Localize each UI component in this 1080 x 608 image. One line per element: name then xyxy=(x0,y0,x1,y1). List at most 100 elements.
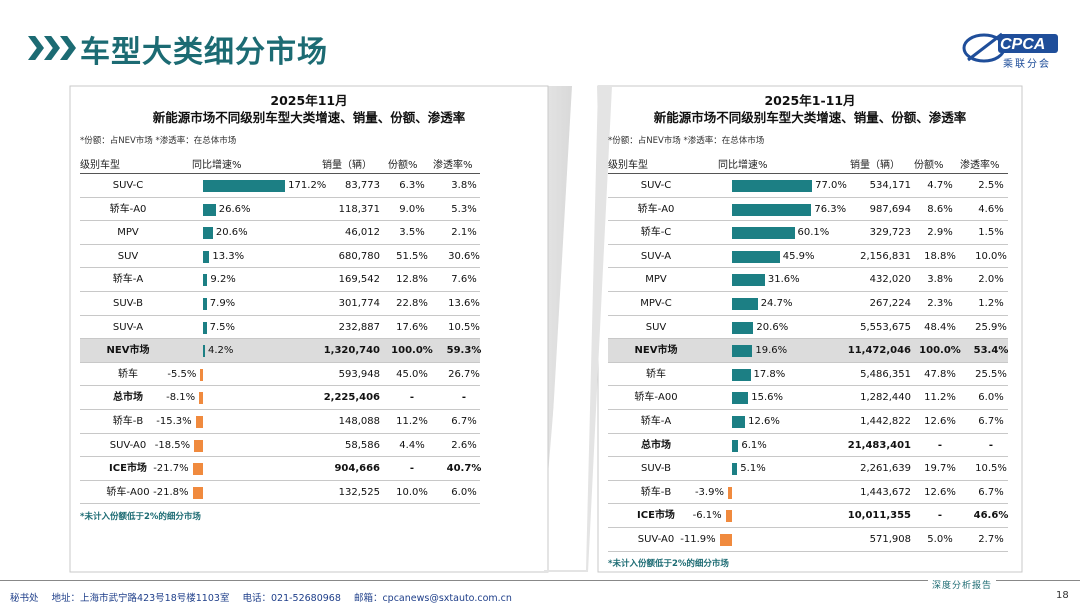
row-divider xyxy=(608,432,1008,434)
cell-model: 轿车-A00 xyxy=(634,392,678,404)
cell-share: 3.8% xyxy=(927,274,953,286)
table-row: SUV-A0 -18.5% 58,586 4.4% 2.6% xyxy=(80,434,480,458)
col-header-sales: 销量（辆） xyxy=(850,160,900,171)
table-row: ICE市场 -6.1% 10,011,355 - 46.6% xyxy=(608,504,1008,528)
cell-sales: 1,442,822 xyxy=(860,416,911,427)
footer-report-tag: 深度分析报告 xyxy=(928,578,997,591)
growth-label: -6.1% xyxy=(692,510,722,522)
cell-model: NEV市场 xyxy=(634,345,678,357)
cell-sales: 5,486,351 xyxy=(860,368,911,380)
growth-label: 17.8% xyxy=(753,368,786,380)
cell-penetration: 5.3% xyxy=(451,203,477,215)
left-panel-frame xyxy=(69,85,549,573)
table-row: 轿车-C 60.1% 329,723 2.9% 1.5% xyxy=(608,221,1008,245)
cell-sales: 21,483,401 xyxy=(847,439,911,451)
table-row: 轿车-A 12.6% 1,442,822 12.6% 6.7% xyxy=(608,410,1008,434)
growth-bar xyxy=(732,416,746,428)
cell-model: 总市场 xyxy=(641,439,671,451)
growth-label: 15.6% xyxy=(751,392,783,404)
cell-model: 轿车-B xyxy=(112,416,144,427)
growth-bar xyxy=(732,203,812,216)
footer-address: 地址：上海市武宁路423号18号楼1103室 xyxy=(51,593,230,604)
cell-share: 51.5% xyxy=(396,250,428,262)
row-divider xyxy=(608,290,1008,292)
cell-sales: 329,723 xyxy=(869,227,911,239)
row-divider xyxy=(608,456,1008,458)
cell-penetration: - xyxy=(461,392,467,404)
cell-penetration: 26.7% xyxy=(448,368,480,380)
cell-sales: 593,948 xyxy=(338,368,380,380)
table-row: 轿车-A00 15.6% 1,282,440 11.2% 6.0% xyxy=(608,386,1008,410)
growth-label: -15.3% xyxy=(156,416,192,427)
cell-penetration: 6.0% xyxy=(451,486,477,498)
table-row: SUV-A 45.9% 2,156,831 18.8% 10.0% xyxy=(608,245,1008,269)
cell-model: SUV-A0 xyxy=(637,534,675,545)
footer-email[interactable]: 邮箱：cpcanews@sxtauto.com.cn xyxy=(353,593,512,604)
cell-penetration: 2.0% xyxy=(978,274,1004,286)
growth-bar xyxy=(732,227,795,240)
growth-label: 12.6% xyxy=(748,416,780,427)
cell-penetration: 25.9% xyxy=(975,321,1007,333)
growth-bar xyxy=(199,392,203,405)
table-row: ICE市场 -21.7% 904,666 - 40.7% xyxy=(80,457,481,481)
table-row: 总市场 6.1% 21,483,401 - - xyxy=(608,434,1008,458)
col-header-share: 份额% xyxy=(914,160,944,171)
cell-penetration: 10.5% xyxy=(975,463,1007,475)
row-divider xyxy=(80,479,480,481)
growth-bar xyxy=(732,180,813,192)
cell-penetration: 10.5% xyxy=(448,321,480,333)
cell-sales: 571,908 xyxy=(869,534,911,545)
cell-penetration: 2.7% xyxy=(978,534,1004,545)
row-divider xyxy=(608,338,1008,340)
col-header-penetration: 渗透率% xyxy=(433,160,473,171)
cell-sales: 2,261,639 xyxy=(860,463,911,475)
table-row: 轿车-B -15.3% 148,088 11.2% 6.7% xyxy=(80,410,480,434)
row-divider xyxy=(608,314,1008,316)
row-divider xyxy=(608,243,1008,245)
growth-bar xyxy=(732,463,738,476)
col-header-growth: 同比增速% xyxy=(718,160,768,171)
cell-model: 轿车 xyxy=(646,368,666,380)
growth-bar xyxy=(192,463,203,476)
table-row: NEV市场 19.6% 11,472,046 100.0% 53.4% xyxy=(608,339,1008,363)
cell-sales: 987,694 xyxy=(869,203,911,215)
cell-model: 轿车-C xyxy=(640,227,672,239)
cell-penetration: - xyxy=(988,439,994,451)
row-divider xyxy=(80,361,480,363)
table-row: 轿车 17.8% 5,486,351 47.8% 25.5% xyxy=(608,363,1008,387)
cell-share: - xyxy=(937,510,943,522)
cell-share: - xyxy=(409,463,415,475)
footer-phone: 电话：021-52680968 xyxy=(242,593,341,604)
table-row: NEV市场 4.2% 1,320,740 100.0% 59.3% xyxy=(80,339,481,363)
cell-penetration: 10.0% xyxy=(975,250,1007,262)
growth-label: 4.2% xyxy=(208,345,234,357)
row-divider xyxy=(80,267,480,269)
cell-model: SUV-A xyxy=(640,250,672,262)
row-divider xyxy=(608,550,1008,552)
cell-penetration: 40.7% xyxy=(446,463,482,475)
cell-share: 11.2% xyxy=(396,416,428,427)
growth-bar xyxy=(732,274,765,287)
cell-share: - xyxy=(937,439,943,451)
cell-model: 轿车-B xyxy=(640,486,672,498)
cell-share: 6.3% xyxy=(399,180,425,191)
cell-share: - xyxy=(409,392,415,404)
cell-sales: 301,774 xyxy=(338,298,380,309)
cell-share: 5.0% xyxy=(927,534,953,545)
growth-bar xyxy=(732,298,758,310)
cell-sales: 58,586 xyxy=(345,439,380,451)
growth-label: 171.2% xyxy=(288,180,327,191)
growth-bar xyxy=(200,368,203,381)
growth-label: 20.6% xyxy=(756,321,789,333)
table-row: MPV-C 24.7% 267,224 2.3% 1.2% xyxy=(608,292,1008,316)
panel-title: 2025年11月 xyxy=(270,93,348,108)
cell-penetration: 1.5% xyxy=(978,227,1004,239)
row-divider xyxy=(80,290,480,292)
cpca-logo xyxy=(962,32,1058,63)
growth-bar xyxy=(719,534,732,546)
cell-penetration: 3.8% xyxy=(451,180,477,191)
row-divider xyxy=(608,385,1008,387)
cell-model: SUV-C xyxy=(640,180,672,191)
table-row: 轿车-A 9.2% 169,542 12.8% 7.6% xyxy=(80,268,480,292)
growth-bar xyxy=(194,439,203,452)
